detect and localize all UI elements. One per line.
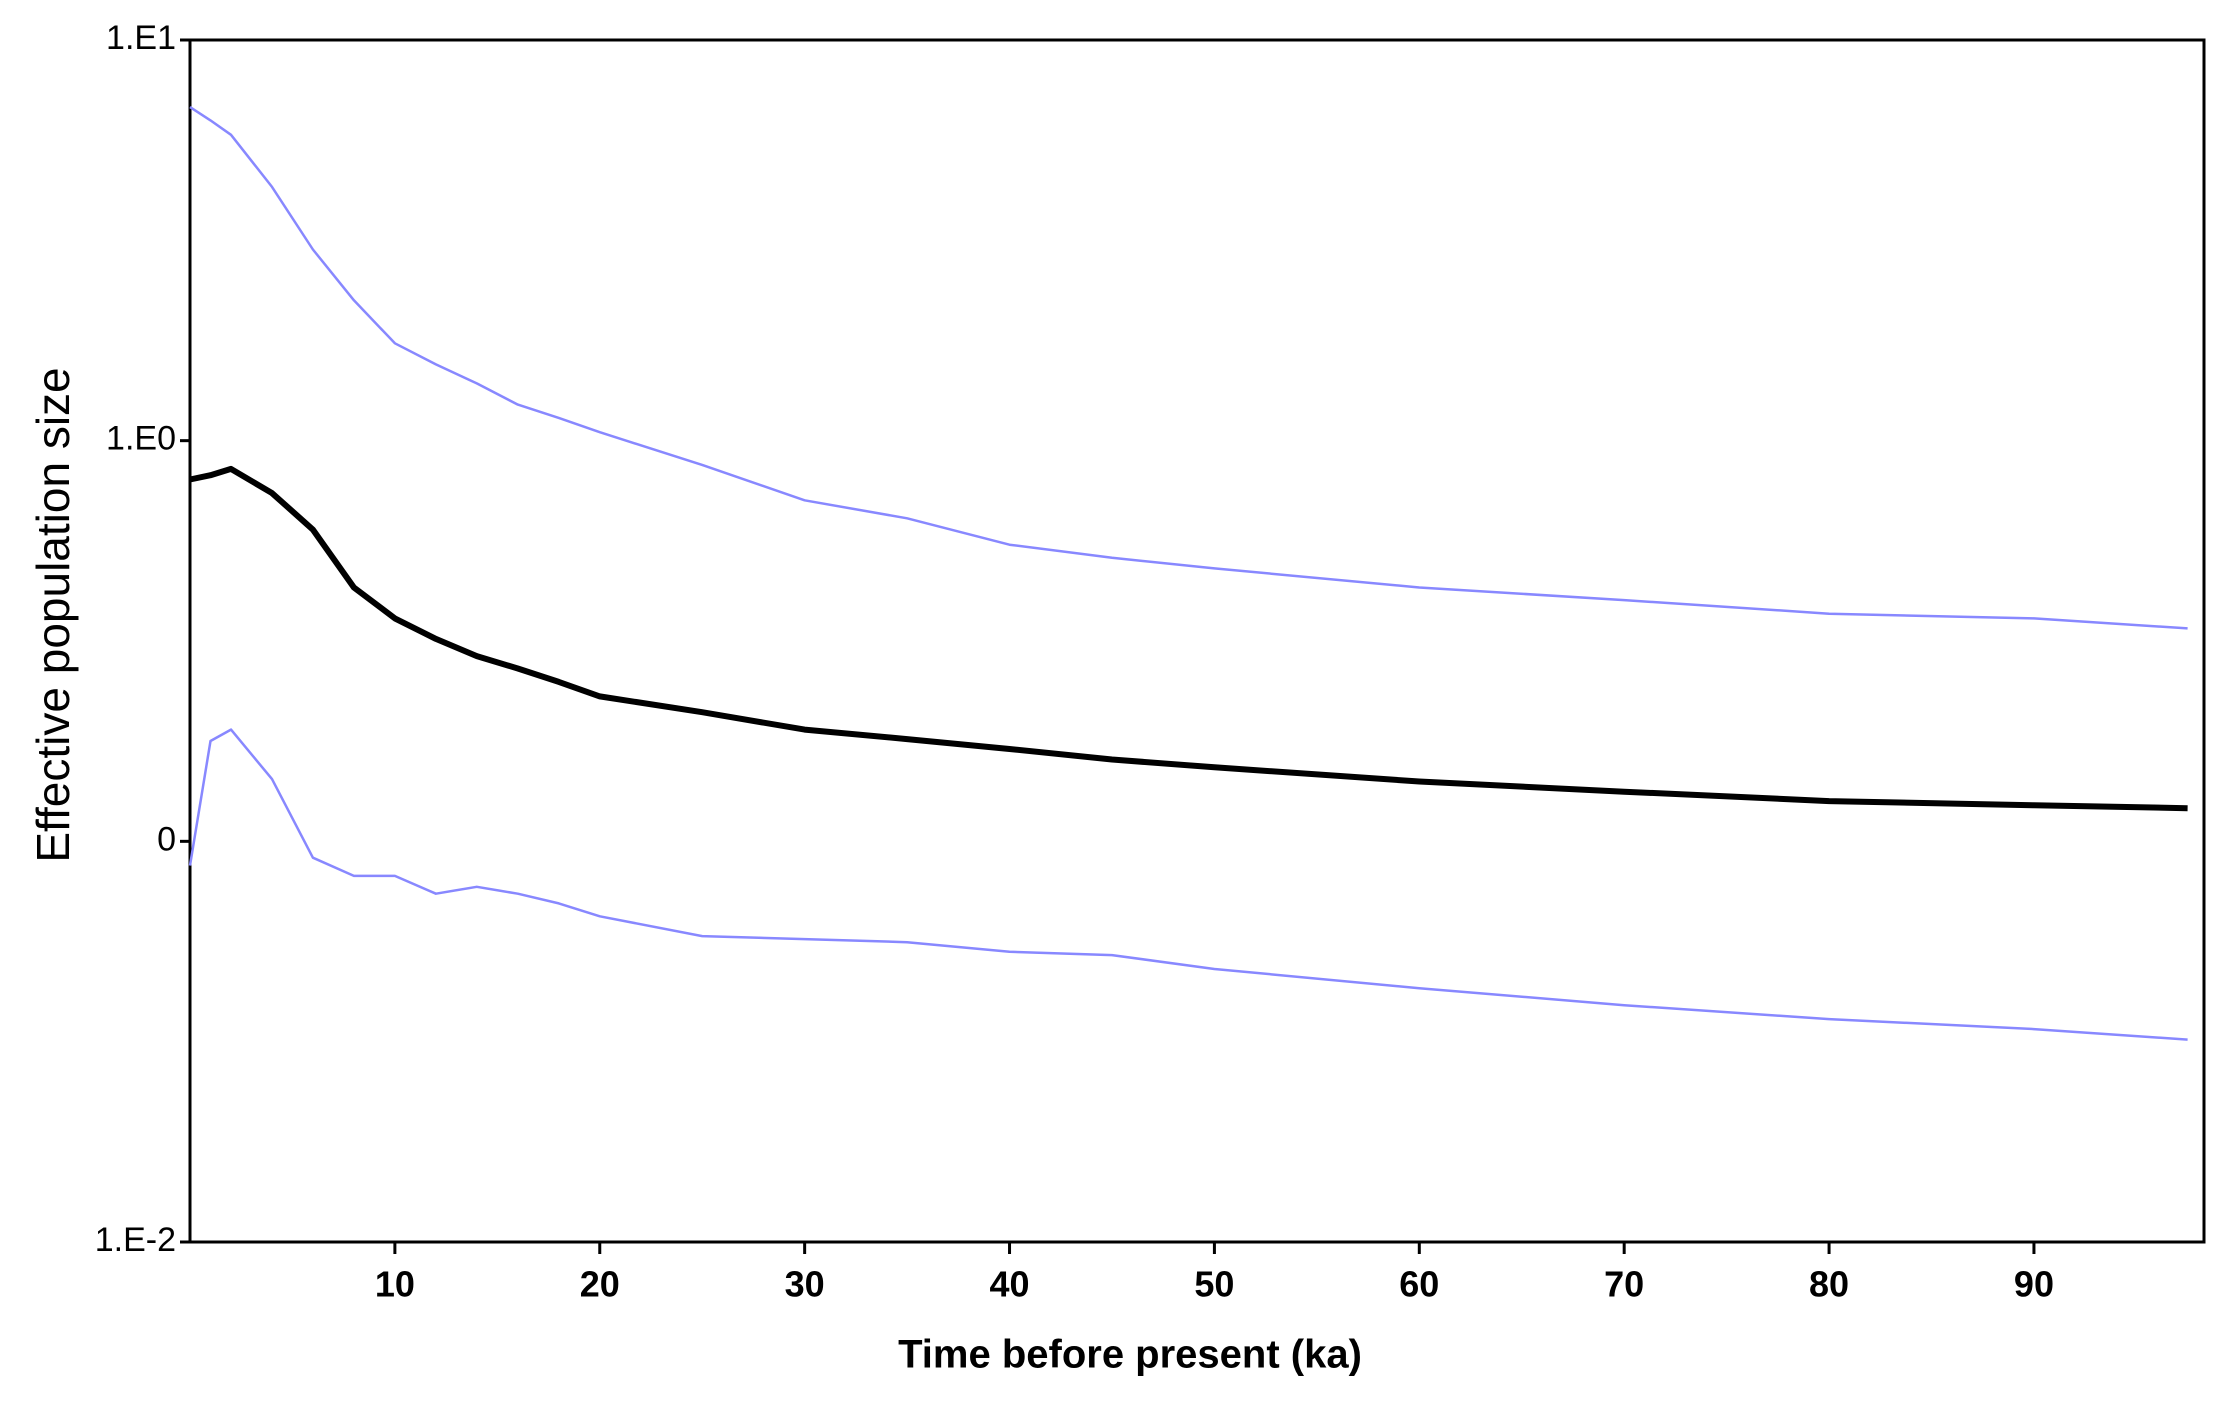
x-tick-label: 30	[785, 1264, 825, 1305]
y-tick-label: 0	[157, 820, 176, 858]
y-tick-label: 1.E0	[106, 420, 176, 458]
x-tick-label: 80	[1809, 1264, 1849, 1305]
x-tick-label: 40	[990, 1264, 1030, 1305]
plot-frame	[188, 38, 2206, 1244]
x-tick-label: 70	[1604, 1264, 1644, 1305]
y-tick-label: 1.E1	[106, 19, 176, 57]
y-tick-label: 1.E-2	[95, 1221, 176, 1259]
x-tick-label: 20	[580, 1264, 620, 1305]
series-line	[189, 106, 2188, 630]
x-axis-title: Time before present (ka)	[898, 1333, 1362, 1377]
x-tick-label: 60	[1399, 1264, 1439, 1305]
series-line	[189, 465, 2188, 812]
x-tick-label: 50	[1194, 1264, 1234, 1305]
series-line	[188, 728, 2188, 1041]
y-axis-title: Effective population size	[27, 367, 79, 862]
x-tick-label: 90	[2014, 1264, 2054, 1305]
x-tick-label: 10	[375, 1264, 415, 1305]
